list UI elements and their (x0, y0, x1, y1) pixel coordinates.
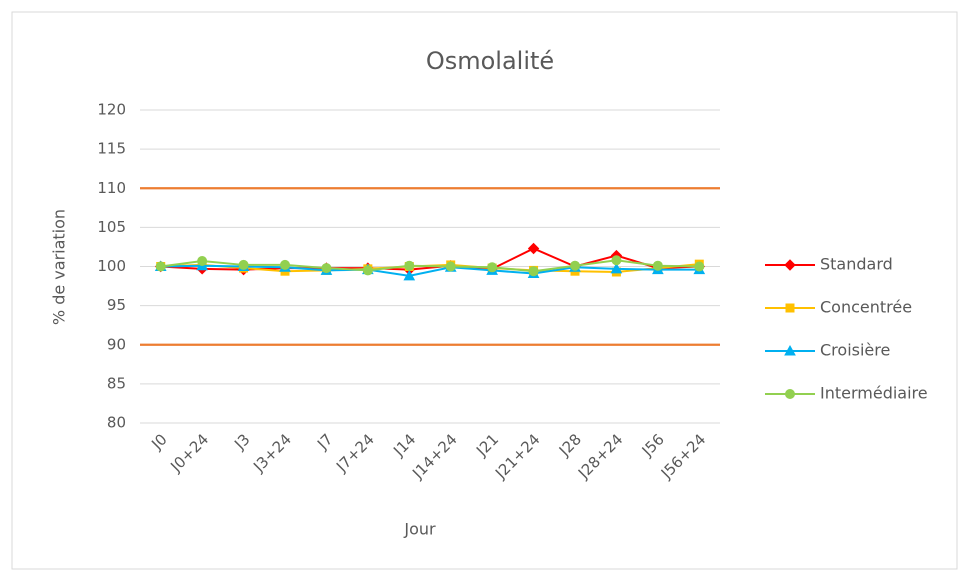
y-tick-label: 110 (97, 179, 126, 197)
marker (611, 255, 622, 266)
marker (155, 261, 166, 272)
marker (280, 259, 290, 270)
legend-label: Intermédiaire (820, 384, 928, 403)
y-tick-label: 95 (107, 296, 126, 314)
legend-marker (784, 344, 796, 356)
marker (321, 263, 332, 274)
marker (652, 260, 663, 271)
marker (404, 260, 415, 271)
marker (238, 259, 249, 270)
marker (362, 265, 373, 276)
chart-title: Osmolalité (426, 47, 554, 75)
marker (694, 261, 705, 272)
marker (445, 261, 456, 272)
chart-border (11, 11, 958, 570)
series-line (160, 264, 700, 277)
y-tick-label: 115 (97, 140, 126, 158)
marker (197, 256, 208, 267)
marker (570, 260, 580, 271)
marker (403, 269, 416, 281)
y-tick-label: 80 (107, 414, 126, 432)
y-tick-label: 100 (97, 257, 126, 275)
marker (610, 262, 623, 274)
legend-label: Standard (820, 255, 893, 274)
series-line (160, 259, 700, 273)
legend-label: Concentrée (820, 298, 912, 317)
y-tick-label: 105 (97, 218, 126, 236)
marker (527, 242, 540, 255)
legend-label: Croisière (820, 341, 890, 360)
y-tick-label: 85 (107, 374, 126, 392)
y-tick-label: 90 (107, 335, 126, 353)
marker (528, 266, 539, 277)
x-axis-label: Jour (403, 520, 436, 539)
legend-marker (785, 389, 795, 399)
y-axis-label: % de variation (50, 209, 69, 325)
legend-marker (784, 259, 796, 271)
marker (487, 262, 498, 273)
legend-marker (785, 303, 795, 313)
y-tick-label: 120 (97, 101, 126, 119)
